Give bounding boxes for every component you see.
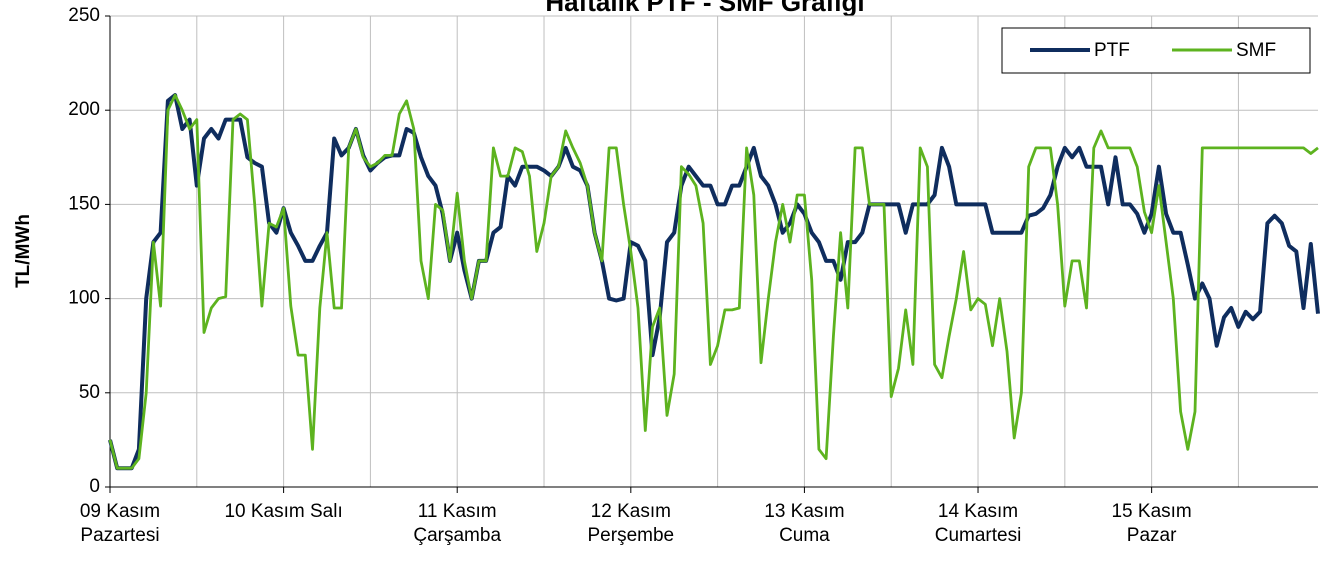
y-tick-label: 100 xyxy=(68,288,100,309)
y-tick-label: 200 xyxy=(68,99,100,120)
series-line xyxy=(108,93,1320,471)
x-tick-label: 09 Kasım Pazartesi xyxy=(79,501,161,546)
x-tick-label: 12 Kasım Perşembe xyxy=(587,501,675,546)
x-tick-label: 10 Kasım Salı xyxy=(224,501,343,522)
y-axis-title: TL/MWh xyxy=(13,214,34,288)
y-tick-label: 150 xyxy=(68,193,100,214)
x-tick-label: 11 Kasım Çarşamba xyxy=(413,501,502,546)
series-line xyxy=(108,93,1319,470)
y-tick-label: 50 xyxy=(79,382,100,403)
y-tick-label: 250 xyxy=(68,5,100,26)
legend-label: PTF xyxy=(1094,40,1130,61)
legend-label: SMF xyxy=(1236,40,1276,61)
x-tick-label: 14 Kasım Cumartesi xyxy=(934,501,1022,546)
y-tick-label: 0 xyxy=(89,476,100,497)
x-tick-label: 13 Kasım Cuma xyxy=(764,501,845,546)
x-tick-label: 15 Kasım Pazar xyxy=(1111,501,1192,546)
chart-title: Haftalık PTF - SMF Grafiği xyxy=(545,0,864,17)
